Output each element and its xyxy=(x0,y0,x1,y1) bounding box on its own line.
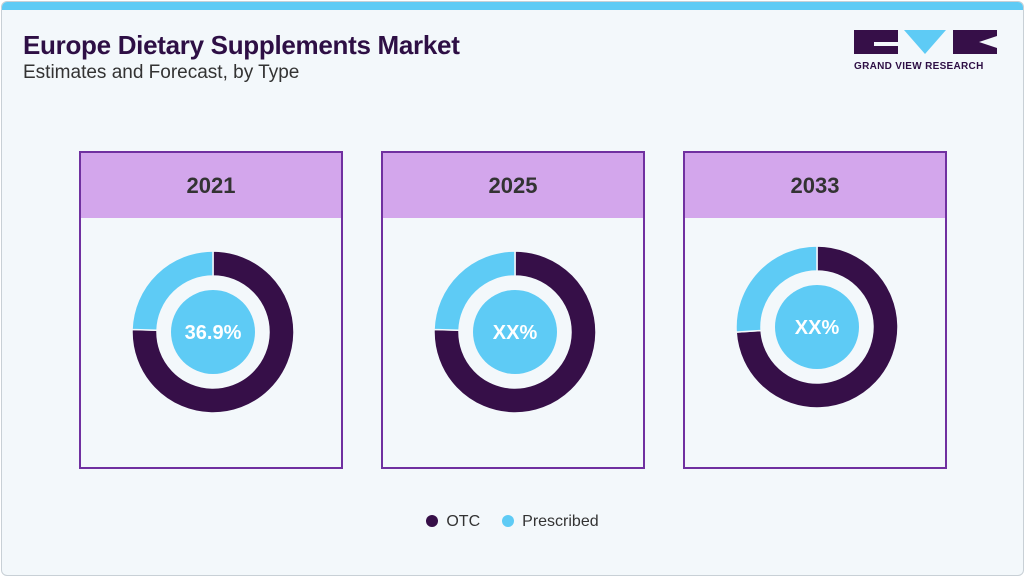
legend-swatch-otc xyxy=(426,515,439,527)
legend-item-otc[interactable]: OTC xyxy=(426,513,480,531)
donut-slice-prescribed[interactable] xyxy=(433,250,516,332)
donut-slice-prescribed[interactable] xyxy=(735,245,818,333)
donut-card-2021: 2021 36.9% xyxy=(79,151,343,469)
legend-item-prescribed[interactable]: Prescribed xyxy=(502,513,599,531)
legend-swatch-prescribed xyxy=(502,515,515,527)
legend-label: OTC xyxy=(446,513,481,530)
donut-slice-otc[interactable] xyxy=(735,245,899,409)
legend-label: Prescribed xyxy=(522,513,599,530)
card-year-label: 2021 xyxy=(81,153,341,218)
donut-slice-otc[interactable] xyxy=(433,250,597,414)
chart-title: Europe Dietary Supplements Market xyxy=(23,30,460,60)
center-circle xyxy=(171,290,255,374)
logo-text: GRAND VIEW RESEARCH xyxy=(854,61,984,72)
center-circle xyxy=(473,290,557,374)
grand-view-research-logo xyxy=(854,30,997,54)
center-circle xyxy=(775,285,859,369)
center-value-label: XX% xyxy=(795,317,840,339)
donut-slice-otc[interactable] xyxy=(131,250,295,414)
donut-card-2025: 2025 XX% xyxy=(381,151,645,469)
donut-chart: XX% xyxy=(433,250,597,414)
card-year-label: 2025 xyxy=(383,153,643,218)
chart-subtitle: Estimates and Forecast, by Type xyxy=(23,62,300,83)
card-year-label: 2033 xyxy=(685,153,945,218)
donut-chart: XX% xyxy=(735,245,899,409)
donut-chart: 36.9% xyxy=(131,250,295,414)
donut-slice-prescribed[interactable] xyxy=(131,250,214,332)
center-value-label: XX% xyxy=(493,322,538,344)
center-value-label: 36.9% xyxy=(185,322,242,344)
donut-card-2033: 2033 XX% xyxy=(683,151,947,469)
legend: OTC Prescribed xyxy=(2,513,1023,531)
top-accent-bar xyxy=(2,2,1023,10)
